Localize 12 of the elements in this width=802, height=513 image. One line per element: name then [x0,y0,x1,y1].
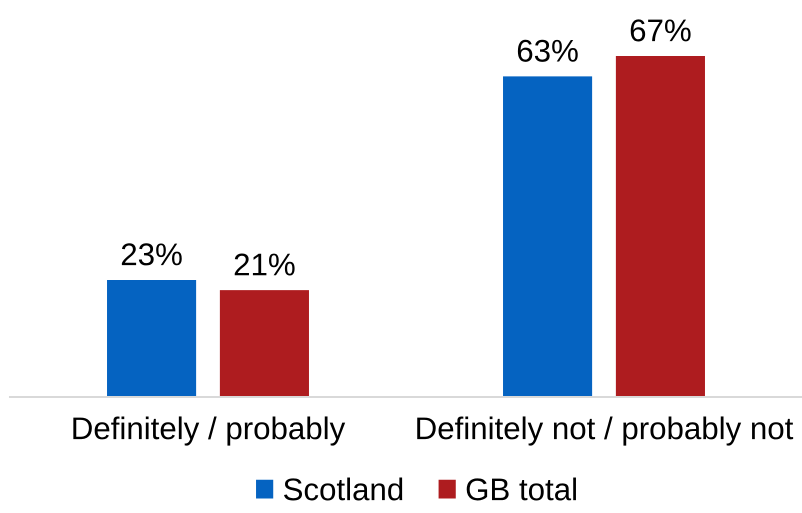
legend-label: GB total [466,478,576,500]
x-tick-label: Definitely not / probably not [417,416,794,446]
data-label: 63% [518,40,578,62]
legend-label: Scotland [284,478,402,500]
data-label: 23% [122,243,182,266]
bar [220,290,309,397]
data-label: 67% [630,19,691,42]
bar [616,56,705,397]
bar [107,280,196,397]
data-label: 21% [234,253,295,276]
x-tick-label: Definitely / probably [73,416,346,446]
bar [503,76,592,397]
